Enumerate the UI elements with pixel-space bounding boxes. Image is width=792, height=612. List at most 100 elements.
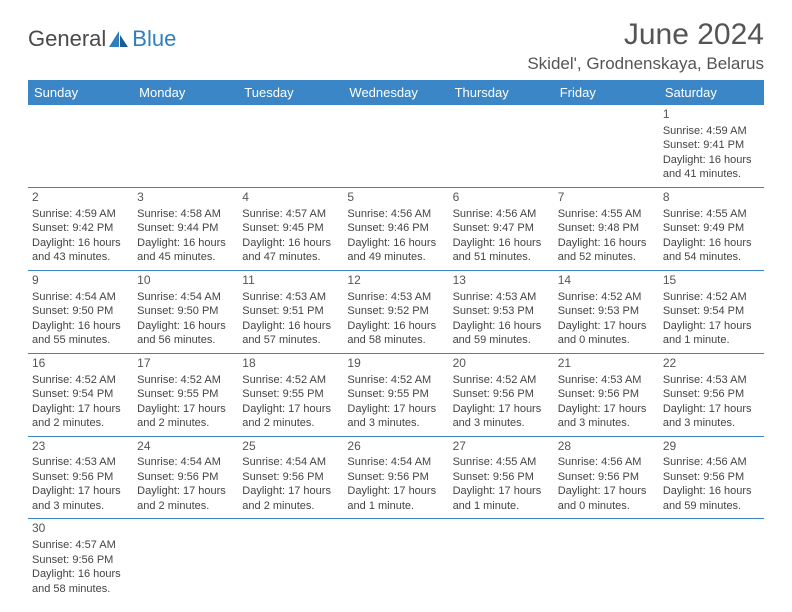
calendar-day-cell: 26Sunrise: 4:54 AMSunset: 9:56 PMDayligh… — [343, 436, 448, 519]
sunrise-text: Sunrise: 4:59 AM — [32, 207, 129, 222]
calendar-day-cell: 10Sunrise: 4:54 AMSunset: 9:50 PMDayligh… — [133, 270, 238, 353]
day-number: 18 — [242, 356, 339, 372]
sunset-text: Sunset: 9:56 PM — [32, 553, 129, 568]
calendar-day-cell — [133, 105, 238, 187]
daylight-text: Daylight: 17 hours and 3 minutes. — [32, 484, 129, 513]
daylight-text: Daylight: 16 hours and 55 minutes. — [32, 319, 129, 348]
sunset-text: Sunset: 9:54 PM — [32, 387, 129, 402]
sunset-text: Sunset: 9:46 PM — [347, 221, 444, 236]
day-number: 10 — [137, 273, 234, 289]
calendar-day-cell: 9Sunrise: 4:54 AMSunset: 9:50 PMDaylight… — [28, 270, 133, 353]
day-number: 15 — [663, 273, 760, 289]
sunset-text: Sunset: 9:56 PM — [137, 470, 234, 485]
logo-sail-icon — [108, 29, 130, 49]
daylight-text: Daylight: 16 hours and 47 minutes. — [242, 236, 339, 265]
sunset-text: Sunset: 9:56 PM — [242, 470, 339, 485]
calendar-day-cell: 7Sunrise: 4:55 AMSunset: 9:48 PMDaylight… — [554, 187, 659, 270]
day-number: 26 — [347, 439, 444, 455]
daylight-text: Daylight: 17 hours and 0 minutes. — [558, 484, 655, 513]
calendar-day-cell — [554, 105, 659, 187]
weekday-header: Thursday — [449, 80, 554, 105]
sunset-text: Sunset: 9:56 PM — [558, 387, 655, 402]
day-number: 2 — [32, 190, 129, 206]
sunset-text: Sunset: 9:56 PM — [453, 470, 550, 485]
daylight-text: Daylight: 16 hours and 59 minutes. — [453, 319, 550, 348]
calendar-day-cell: 18Sunrise: 4:52 AMSunset: 9:55 PMDayligh… — [238, 353, 343, 436]
daylight-text: Daylight: 16 hours and 41 minutes. — [663, 153, 760, 182]
calendar-day-cell: 24Sunrise: 4:54 AMSunset: 9:56 PMDayligh… — [133, 436, 238, 519]
daylight-text: Daylight: 17 hours and 2 minutes. — [32, 402, 129, 431]
sunset-text: Sunset: 9:45 PM — [242, 221, 339, 236]
daylight-text: Daylight: 16 hours and 43 minutes. — [32, 236, 129, 265]
sunset-text: Sunset: 9:55 PM — [137, 387, 234, 402]
sunset-text: Sunset: 9:50 PM — [137, 304, 234, 319]
sunrise-text: Sunrise: 4:54 AM — [32, 290, 129, 305]
day-number: 5 — [347, 190, 444, 206]
sunset-text: Sunset: 9:56 PM — [663, 470, 760, 485]
calendar-day-cell — [133, 519, 238, 601]
sunrise-text: Sunrise: 4:55 AM — [453, 455, 550, 470]
sunset-text: Sunset: 9:52 PM — [347, 304, 444, 319]
calendar-day-cell: 13Sunrise: 4:53 AMSunset: 9:53 PMDayligh… — [449, 270, 554, 353]
sunrise-text: Sunrise: 4:52 AM — [558, 290, 655, 305]
calendar-day-cell: 25Sunrise: 4:54 AMSunset: 9:56 PMDayligh… — [238, 436, 343, 519]
daylight-text: Daylight: 16 hours and 54 minutes. — [663, 236, 760, 265]
sunset-text: Sunset: 9:41 PM — [663, 138, 760, 153]
calendar-day-cell: 14Sunrise: 4:52 AMSunset: 9:53 PMDayligh… — [554, 270, 659, 353]
sunrise-text: Sunrise: 4:52 AM — [32, 373, 129, 388]
day-number: 16 — [32, 356, 129, 372]
day-number: 29 — [663, 439, 760, 455]
calendar-day-cell: 8Sunrise: 4:55 AMSunset: 9:49 PMDaylight… — [659, 187, 764, 270]
daylight-text: Daylight: 17 hours and 2 minutes. — [137, 402, 234, 431]
daylight-text: Daylight: 16 hours and 57 minutes. — [242, 319, 339, 348]
daylight-text: Daylight: 17 hours and 1 minute. — [347, 484, 444, 513]
sunrise-text: Sunrise: 4:56 AM — [347, 207, 444, 222]
sunset-text: Sunset: 9:47 PM — [453, 221, 550, 236]
logo-text-1: General — [28, 26, 106, 52]
daylight-text: Daylight: 17 hours and 3 minutes. — [347, 402, 444, 431]
daylight-text: Daylight: 17 hours and 2 minutes. — [242, 402, 339, 431]
calendar-day-cell — [343, 519, 448, 601]
day-number: 1 — [663, 107, 760, 123]
sunset-text: Sunset: 9:42 PM — [32, 221, 129, 236]
sunset-text: Sunset: 9:48 PM — [558, 221, 655, 236]
calendar-week-row: 2Sunrise: 4:59 AMSunset: 9:42 PMDaylight… — [28, 187, 764, 270]
calendar-day-cell: 12Sunrise: 4:53 AMSunset: 9:52 PMDayligh… — [343, 270, 448, 353]
day-number: 14 — [558, 273, 655, 289]
day-number: 6 — [453, 190, 550, 206]
day-number: 23 — [32, 439, 129, 455]
calendar-week-row: 16Sunrise: 4:52 AMSunset: 9:54 PMDayligh… — [28, 353, 764, 436]
calendar-day-cell: 3Sunrise: 4:58 AMSunset: 9:44 PMDaylight… — [133, 187, 238, 270]
calendar-day-cell: 5Sunrise: 4:56 AMSunset: 9:46 PMDaylight… — [343, 187, 448, 270]
day-number: 17 — [137, 356, 234, 372]
sunrise-text: Sunrise: 4:52 AM — [453, 373, 550, 388]
weekday-header: Friday — [554, 80, 659, 105]
calendar-day-cell — [449, 519, 554, 601]
sunrise-text: Sunrise: 4:53 AM — [242, 290, 339, 305]
day-number: 20 — [453, 356, 550, 372]
sunset-text: Sunset: 9:53 PM — [453, 304, 550, 319]
daylight-text: Daylight: 17 hours and 2 minutes. — [242, 484, 339, 513]
sunrise-text: Sunrise: 4:55 AM — [663, 207, 760, 222]
sunrise-text: Sunrise: 4:56 AM — [453, 207, 550, 222]
sunrise-text: Sunrise: 4:54 AM — [242, 455, 339, 470]
calendar-day-cell — [343, 105, 448, 187]
sunrise-text: Sunrise: 4:56 AM — [558, 455, 655, 470]
sunset-text: Sunset: 9:44 PM — [137, 221, 234, 236]
sunset-text: Sunset: 9:53 PM — [558, 304, 655, 319]
calendar-day-cell: 19Sunrise: 4:52 AMSunset: 9:55 PMDayligh… — [343, 353, 448, 436]
logo-text-2: Blue — [132, 26, 176, 52]
calendar-day-cell: 28Sunrise: 4:56 AMSunset: 9:56 PMDayligh… — [554, 436, 659, 519]
day-number: 28 — [558, 439, 655, 455]
daylight-text: Daylight: 17 hours and 3 minutes. — [453, 402, 550, 431]
sunrise-text: Sunrise: 4:58 AM — [137, 207, 234, 222]
weekday-header: Tuesday — [238, 80, 343, 105]
weekday-header: Saturday — [659, 80, 764, 105]
daylight-text: Daylight: 16 hours and 52 minutes. — [558, 236, 655, 265]
daylight-text: Daylight: 16 hours and 56 minutes. — [137, 319, 234, 348]
logo: General Blue — [28, 18, 176, 52]
sunset-text: Sunset: 9:56 PM — [453, 387, 550, 402]
sunrise-text: Sunrise: 4:52 AM — [663, 290, 760, 305]
location: Skidel', Grodnenskaya, Belarus — [527, 54, 764, 74]
calendar-day-cell — [554, 519, 659, 601]
